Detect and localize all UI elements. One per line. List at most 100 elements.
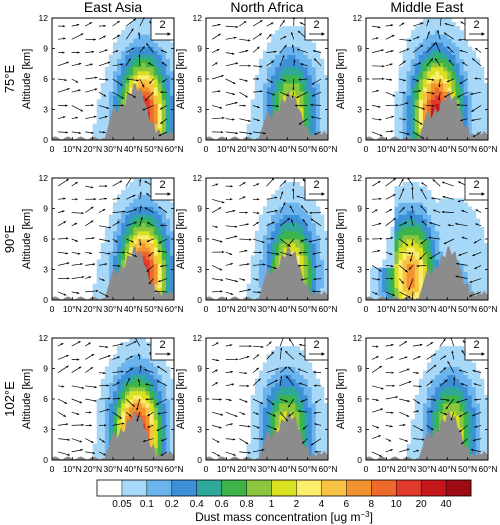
field-cell [299, 26, 304, 31]
field-cell [108, 103, 114, 108]
field-cell [165, 42, 171, 47]
wind-arrowhead [75, 80, 79, 83]
field-cell [145, 202, 150, 207]
wind-arrowhead [408, 267, 412, 270]
field-cell [475, 87, 481, 92]
field-cell [125, 62, 130, 68]
field-cell [410, 50, 416, 55]
field-cell [165, 394, 171, 400]
field-cell [295, 234, 300, 240]
field-cell [463, 66, 469, 72]
field-cell [117, 411, 122, 416]
field-cell [117, 358, 122, 363]
field-cell [463, 230, 469, 236]
field-cell [125, 214, 130, 220]
field-cell [455, 38, 460, 43]
field-cell [295, 66, 300, 72]
field-cell [279, 218, 284, 224]
wind-arrowhead [156, 428, 160, 431]
field-cell [117, 259, 122, 264]
wind-arrowhead [149, 81, 152, 84]
field-cell [141, 214, 146, 220]
wind-arrowhead [117, 197, 120, 200]
field-cell [402, 123, 408, 129]
wind-arrowhead [157, 366, 160, 369]
y-tick-label: 3 [197, 105, 202, 115]
field-cell [149, 50, 155, 55]
field-cell [141, 415, 146, 420]
field-cell [157, 107, 163, 112]
field-cell [394, 218, 399, 224]
y-tick-label: 9 [357, 204, 362, 214]
field-cell [113, 255, 118, 260]
field-cell [406, 99, 412, 104]
field-cell [104, 74, 110, 80]
field-cell [141, 346, 146, 351]
field-cell [303, 87, 309, 92]
field-cell [439, 226, 444, 232]
field-cell [137, 87, 142, 92]
field-cell [258, 267, 264, 272]
y-tick-label: 9 [357, 44, 362, 54]
field-cell [165, 198, 171, 203]
field-cell [108, 407, 114, 412]
field-cell [398, 239, 403, 244]
field-cell [439, 66, 444, 72]
field-cell [291, 46, 296, 51]
field-cell [100, 390, 106, 396]
field-cell [161, 403, 167, 408]
field-cell [299, 267, 304, 272]
field-cell [459, 263, 464, 268]
field-cell [398, 230, 403, 236]
field-cell [145, 390, 150, 396]
wind-arrowhead [299, 22, 303, 25]
wind-vectors [57, 178, 168, 298]
x-tick-label: 50°N [298, 144, 317, 154]
field-cell [157, 111, 163, 116]
wind-arrowhead [235, 280, 238, 283]
field-cell [471, 218, 477, 224]
field-cell [267, 370, 272, 375]
field-cell [250, 419, 256, 424]
field-cell [431, 26, 436, 31]
wind-arrowhead [75, 116, 78, 119]
wind-arrowhead [66, 179, 69, 182]
wind-arrow [134, 338, 141, 347]
reference-vector-label: 2 [473, 179, 479, 191]
field-cell [153, 439, 159, 445]
wind-arrowhead [117, 35, 120, 38]
wind-arrowhead [457, 95, 461, 98]
field-cell [133, 190, 138, 195]
field-cell [431, 202, 436, 207]
wind-arrowhead [410, 215, 413, 218]
field-cell [418, 70, 424, 76]
field-cell [100, 411, 106, 416]
field-cell [439, 234, 444, 240]
field-cell [475, 62, 481, 68]
field-cell [141, 243, 146, 248]
wind-arrowhead [245, 95, 248, 98]
field-cell [157, 427, 163, 432]
field-cell [418, 42, 424, 47]
field-cell [271, 99, 276, 104]
field-cell [439, 26, 444, 31]
field-cell [315, 111, 321, 116]
field-cell [287, 190, 292, 195]
field-cell [254, 247, 260, 252]
field-cell [402, 234, 408, 240]
field-cell [100, 455, 106, 460]
field-cell [149, 271, 155, 276]
field-cell [319, 66, 325, 72]
field-cell [113, 407, 118, 412]
field-cell [283, 234, 288, 240]
field-cell [295, 74, 300, 80]
field-cell [443, 239, 448, 244]
wind-arrowhead [456, 103, 459, 107]
field-cell [149, 419, 155, 424]
field-cell [427, 34, 432, 39]
field-cell [394, 123, 399, 129]
wind-arrowhead [377, 278, 381, 281]
field-cell [254, 419, 260, 424]
field-cell [133, 243, 138, 248]
